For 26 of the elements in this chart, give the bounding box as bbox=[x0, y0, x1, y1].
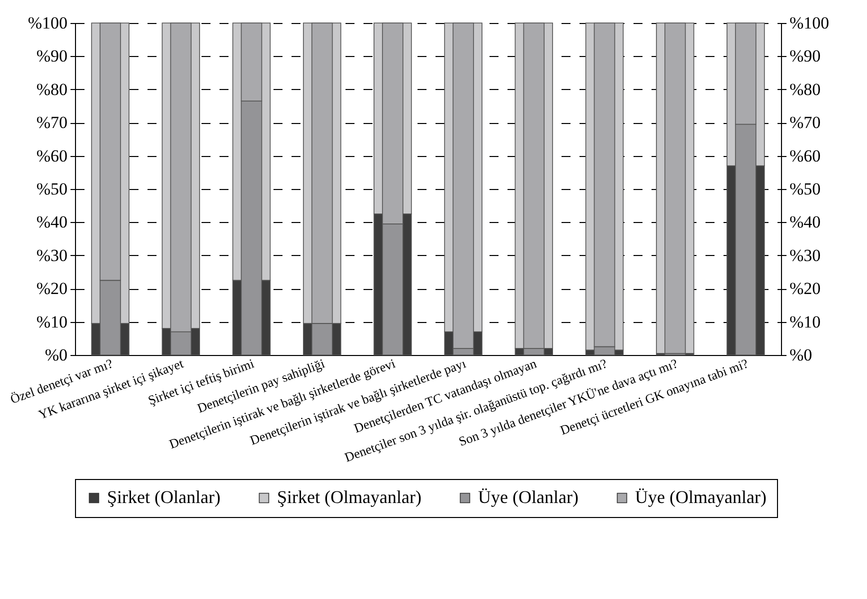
legend-label: Şirket (Olmayanlar) bbox=[277, 487, 422, 507]
y-tick-label: %50 bbox=[36, 180, 68, 198]
y-tick-label: %70 bbox=[36, 113, 68, 132]
legend-label: Şirket (Olanlar) bbox=[107, 487, 220, 507]
y2-tick-label: %50 bbox=[790, 180, 821, 198]
y2-tick-label: %90 bbox=[790, 46, 821, 66]
legend-label: Üye (Olmayanlar) bbox=[635, 487, 766, 507]
y-tick-label: %20 bbox=[36, 279, 68, 298]
y-tick-label: %80 bbox=[36, 80, 68, 99]
y-tick-label: %10 bbox=[36, 312, 68, 332]
y2-tick-label: %0 bbox=[790, 346, 812, 364]
y-tick-label: %0 bbox=[44, 346, 68, 364]
y-tick-label: %40 bbox=[36, 212, 68, 232]
y2-tick-label: %80 bbox=[790, 80, 821, 99]
y-tick-label: %100 bbox=[28, 14, 68, 32]
y2-tick-label: %100 bbox=[790, 14, 830, 32]
y2-tick-label: %70 bbox=[790, 113, 821, 132]
y2-tick-label: %60 bbox=[790, 146, 821, 166]
y2-tick-label: %30 bbox=[790, 246, 821, 265]
y-tick-label: %30 bbox=[36, 246, 68, 265]
y2-tick-label: %10 bbox=[790, 312, 821, 332]
y2-tick-label: %40 bbox=[790, 212, 821, 232]
y-tick-label: %60 bbox=[36, 146, 68, 166]
y-tick-label: %90 bbox=[36, 46, 68, 66]
y2-tick-label: %20 bbox=[790, 279, 821, 298]
legend-label: Üye (Olanlar) bbox=[478, 487, 578, 507]
